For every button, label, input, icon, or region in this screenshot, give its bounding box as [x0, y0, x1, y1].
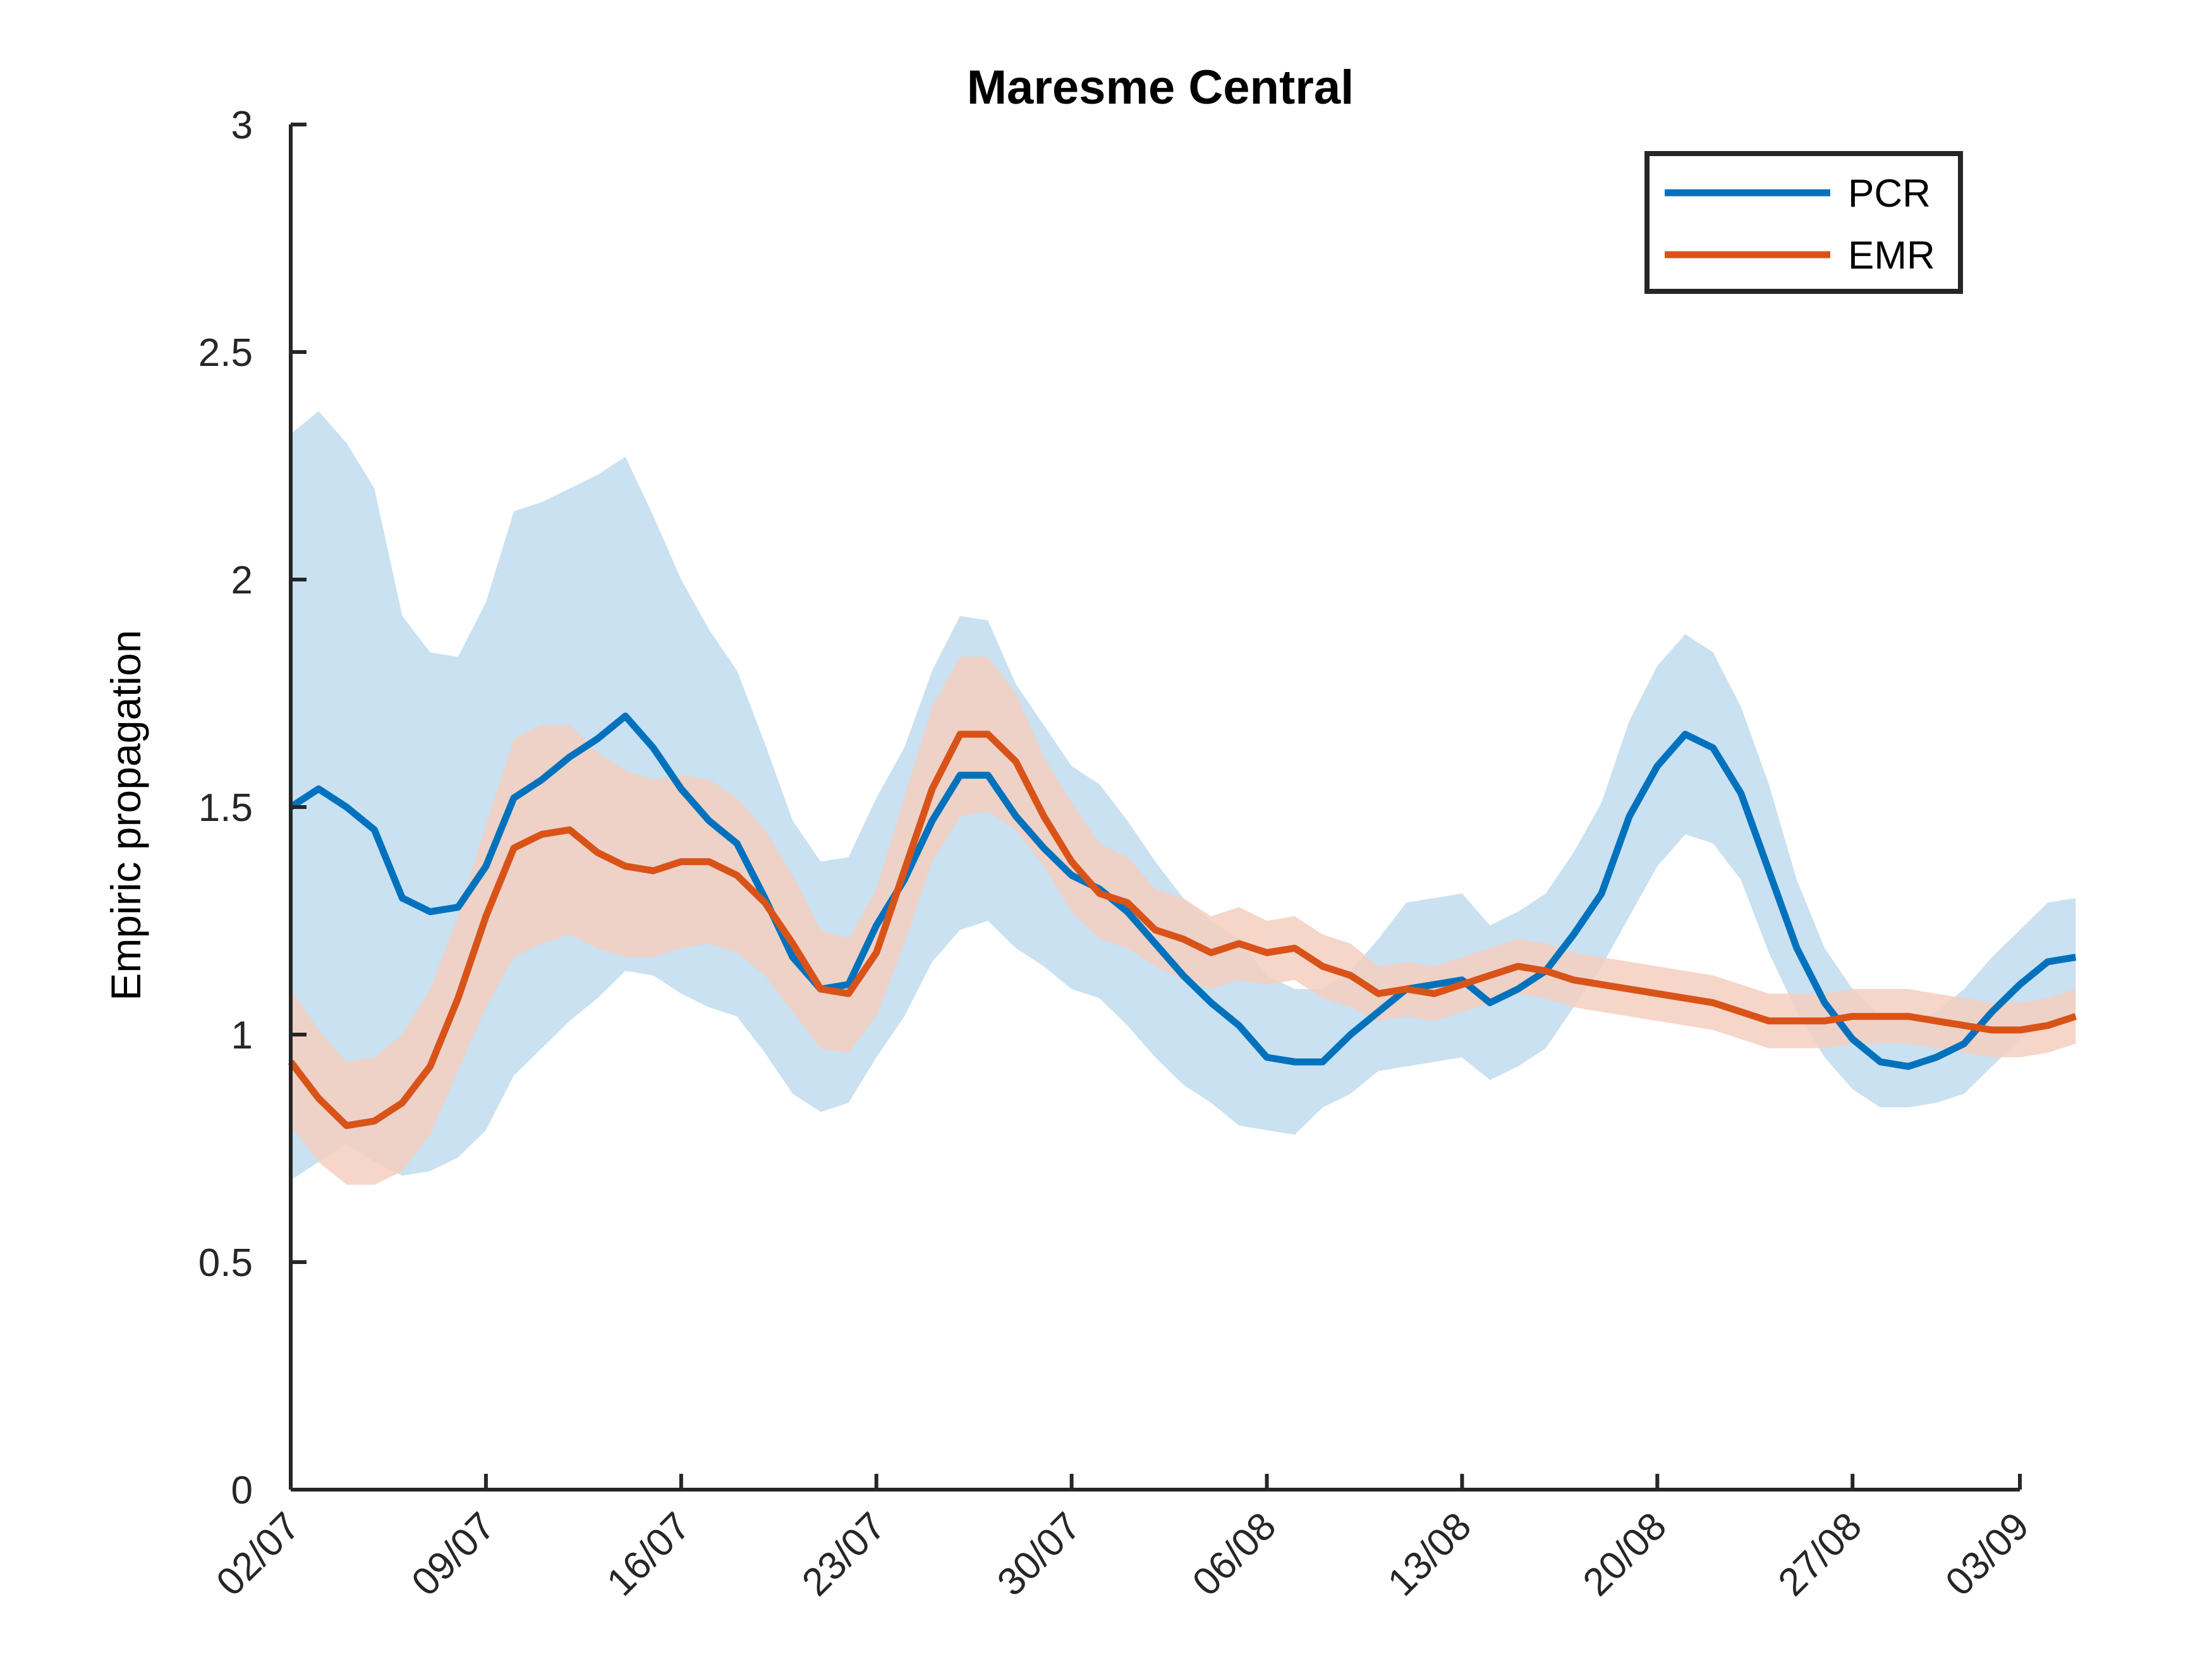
y-tick-label: 0: [231, 1469, 253, 1512]
legend-label-emr: EMR: [1848, 234, 1935, 277]
y-tick-label: 3: [231, 104, 253, 147]
band-emr: [291, 657, 2076, 1185]
y-tick-label: 2: [231, 559, 253, 602]
series-line-emr: [288, 731, 2077, 1129]
series-line-pcr: [288, 712, 2077, 1070]
y-tick-label: 1: [231, 1014, 253, 1057]
legend-label-pcr: PCR: [1848, 172, 1931, 216]
band-pcr: [291, 411, 2076, 1181]
y-axis-title: Empiric propagation: [102, 630, 149, 1001]
y-tick-label: 1.5: [198, 786, 253, 830]
legend-box: [1644, 151, 1963, 294]
chart-title: Maresme Central: [967, 61, 1354, 114]
series-lines: [288, 712, 2077, 1129]
confidence-bands: [291, 411, 2076, 1185]
y-tick-label: 0.5: [198, 1241, 253, 1285]
y-tick-label: 2.5: [198, 331, 253, 375]
legend: PCR EMR: [1644, 151, 1963, 294]
